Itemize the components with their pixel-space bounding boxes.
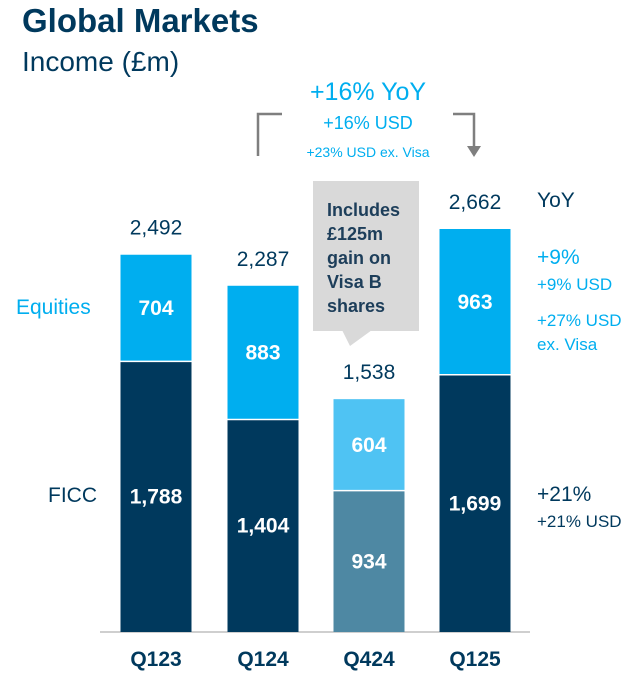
bar-ficc-q424 (333, 490, 405, 632)
label-ficc-q124: 1,404 (237, 515, 290, 538)
yoy-ficc-main: +21% (537, 483, 591, 506)
x-tick-q124: Q124 (237, 648, 289, 671)
callout-line-1: Includes (327, 200, 400, 220)
visa-callout: Includes £125m gain on Visa B shares (313, 181, 419, 346)
bar-equities-q123 (120, 254, 192, 362)
label-ficc-q424: 934 (351, 550, 386, 573)
label-equities-q424: 604 (351, 434, 386, 457)
label-total-q125: 2,662 (449, 191, 502, 214)
callout-pointer (342, 330, 372, 346)
yoy-header: YoY (537, 189, 575, 212)
callout-box (313, 181, 419, 331)
bar-ficc-q124 (227, 419, 299, 632)
bar-equities-q125 (439, 229, 511, 375)
bar-equities-q124 (227, 285, 299, 420)
top-annotation-ex-visa: +23% USD ex. Visa (306, 144, 429, 160)
x-tick-q424: Q424 (343, 648, 395, 671)
yoy-ficc-usd: +21% USD (537, 512, 622, 531)
bar-ficc-q125 (439, 374, 511, 632)
label-total-q424: 1,538 (343, 361, 396, 384)
label-total-q124: 2,287 (237, 248, 290, 271)
callout-line-3: gain on (327, 248, 391, 268)
callout-line-5: shares (327, 296, 385, 316)
yoy-equities-usd-ex-visa: +27% USD (537, 311, 622, 330)
x-tick-q125: Q125 (449, 648, 501, 671)
label-equities-q124: 883 (245, 342, 280, 365)
label-ficc-q125: 1,699 (449, 492, 502, 515)
label-equities-q123: 704 (138, 297, 173, 320)
series-label-equities: Equities (16, 296, 91, 319)
yoy-equities-main: +9% (537, 246, 580, 269)
bars-group: 1,788 704 2,492 Q123 1,404 883 2,287 Q124 934 604… (120, 191, 511, 671)
callout-line-4: Visa B (327, 272, 382, 292)
label-total-q123: 2,492 (130, 217, 183, 240)
chart-subtitle: Income (£m) (22, 46, 180, 77)
callout-line-2: £125m (327, 224, 383, 244)
bar-ficc-q123 (120, 361, 192, 632)
label-equities-q125: 963 (457, 291, 492, 314)
top-annotation-main: +16% YoY (310, 78, 426, 106)
chart-title: Global Markets (22, 2, 259, 39)
label-ficc-q123: 1,788 (130, 486, 183, 509)
bracket-arrowhead (467, 146, 481, 157)
bracket-right (453, 112, 476, 146)
bracket-left (256, 112, 282, 156)
yoy-equities-ex-visa: ex. Visa (537, 335, 598, 354)
series-label-ficc: FICC (48, 484, 97, 507)
top-annotation-usd: +16% USD (323, 113, 413, 133)
bar-equities-q424 (333, 399, 405, 491)
yoy-equities-usd: +9% USD (537, 275, 612, 294)
x-tick-q123: Q123 (130, 648, 181, 671)
